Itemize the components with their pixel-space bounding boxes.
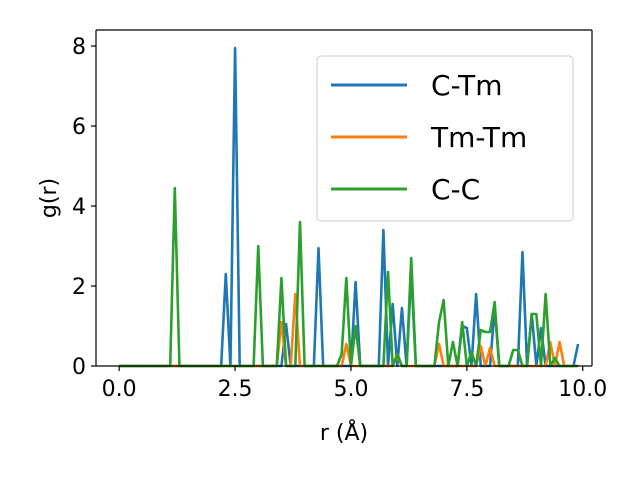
y-tick-label: 2 xyxy=(72,275,86,300)
legend-label: Tm-Tm xyxy=(430,121,527,154)
legend: C-Tm Tm-Tm C-C xyxy=(316,55,574,222)
x-tick-label: 5.0 xyxy=(333,377,368,402)
legend-label: C-C xyxy=(431,173,480,206)
axes-layer: 0.0 2.5 5.0 7.5 10.0 0 2 4 6 8 xyxy=(72,29,607,402)
y-tick-label: 6 xyxy=(72,115,86,140)
y-axis-label: g(r) xyxy=(37,178,62,218)
legend-frame xyxy=(316,55,574,222)
x-axis-label: r (Å) xyxy=(320,419,368,446)
y-tick-label: 0 xyxy=(72,355,86,380)
x-tick-label: 10.0 xyxy=(558,377,607,402)
x-tick-label: 0.0 xyxy=(102,377,137,402)
legend-label: C-Tm xyxy=(431,69,502,102)
y-tick-label: 4 xyxy=(72,195,86,220)
x-tick-label: 2.5 xyxy=(218,377,253,402)
x-tick-label: 7.5 xyxy=(449,377,484,402)
y-tick-label: 8 xyxy=(72,35,86,60)
